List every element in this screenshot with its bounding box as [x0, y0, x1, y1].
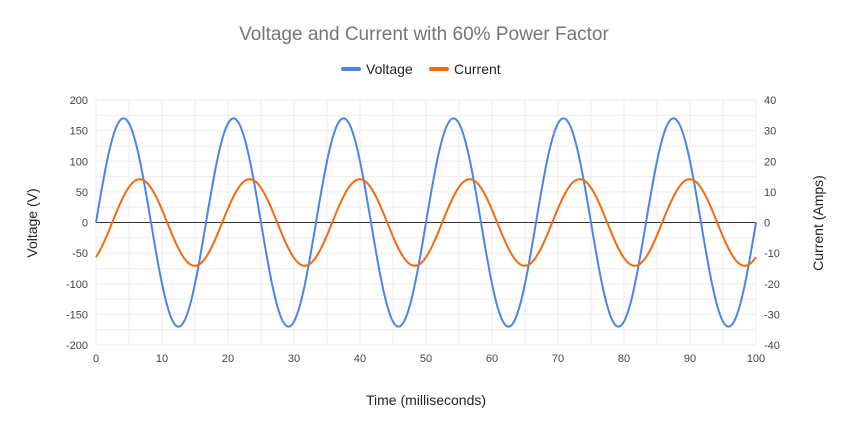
- y-tick-label: -50: [72, 248, 88, 260]
- y-tick-label: 150: [70, 126, 88, 138]
- legend: Voltage Current: [341, 61, 501, 77]
- y-axis-left-label: Voltage (V): [24, 188, 40, 257]
- x-tick-label: 80: [618, 353, 630, 365]
- y-tick-label: 200: [70, 95, 88, 107]
- legend-label-voltage: Voltage: [366, 61, 413, 77]
- x-tick-label: 10: [156, 353, 168, 365]
- series-line-current: [95, 178, 757, 267]
- y2-tick-label: -30: [764, 309, 780, 321]
- x-tick-label: 50: [420, 353, 432, 365]
- chart-title: Voltage and Current with 60% Power Facto…: [239, 24, 609, 45]
- y2-tick-label: -10: [764, 248, 780, 260]
- y2-tick-label: 10: [764, 187, 776, 199]
- y-tick-label: 0: [82, 218, 88, 230]
- legend-item-current[interactable]: Current: [429, 61, 501, 77]
- y-tick-label: -100: [66, 279, 88, 291]
- y-tick-label: -200: [66, 340, 88, 352]
- x-tick-label: 0: [93, 353, 99, 365]
- x-axis-ticks: 0 10 20 30 40 50 60 70 80 90 100: [93, 353, 765, 365]
- x-tick-label: 70: [552, 353, 564, 365]
- series-line-voltage: [95, 117, 757, 328]
- y-tick-label: -150: [66, 309, 88, 321]
- x-tick-label: 90: [684, 353, 696, 365]
- y-axis-right-ticks: 40 30 20 10 0 -10 -20 -30 -40: [764, 95, 780, 352]
- y-tick-label: 50: [76, 187, 88, 199]
- x-tick-label: 100: [747, 353, 765, 365]
- x-tick-label: 20: [222, 353, 234, 365]
- x-axis-label: Time (milliseconds): [366, 392, 486, 408]
- y2-tick-label: 20: [764, 156, 776, 168]
- y-axis-right-label: Current (Amps): [810, 175, 826, 271]
- y2-tick-label: -20: [764, 279, 780, 291]
- x-tick-label: 60: [486, 353, 498, 365]
- plot-area: [95, 117, 757, 328]
- y-axis-left-ticks: 200 150 100 50 0 -50 -100 -150 -200: [66, 95, 88, 352]
- y2-tick-label: -40: [764, 340, 780, 352]
- legend-label-current: Current: [454, 61, 501, 77]
- y2-tick-label: 0: [764, 218, 770, 230]
- y2-tick-label: 40: [764, 95, 776, 107]
- legend-item-voltage[interactable]: Voltage: [341, 61, 413, 77]
- y2-tick-label: 30: [764, 126, 776, 138]
- x-tick-label: 40: [354, 353, 366, 365]
- y-tick-label: 100: [70, 156, 88, 168]
- x-tick-label: 30: [288, 353, 300, 365]
